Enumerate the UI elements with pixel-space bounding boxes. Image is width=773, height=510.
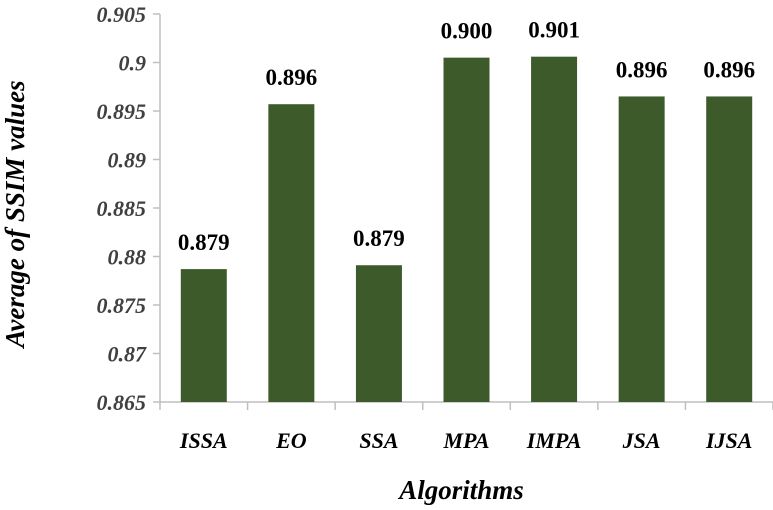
y-tick-label: 0.895 xyxy=(97,99,147,124)
data-label-jsa: 0.896 xyxy=(616,57,668,82)
bar-issa xyxy=(180,269,227,402)
category-label-impa: IMPA xyxy=(526,428,582,453)
y-axis-tick-labels: 0.865 0.87 0.875 0.88 0.885 0.89 0.895 0.9 0.905 xyxy=(97,2,160,415)
bar-ssa xyxy=(355,265,402,402)
data-label-eo: 0.896 xyxy=(265,65,317,90)
category-label-jsa: JSA xyxy=(622,428,661,453)
category-label-mpa: MPA xyxy=(442,428,489,453)
category-label-issa: ISSA xyxy=(179,428,228,453)
bar-jsa xyxy=(618,96,665,402)
y-tick-label: 0.905 xyxy=(97,2,147,27)
bars xyxy=(180,56,753,403)
y-tick-label: 0.885 xyxy=(97,196,147,221)
data-label-issa: 0.879 xyxy=(178,230,230,255)
category-label-ijsa: IJSA xyxy=(705,428,752,453)
data-label-impa: 0.901 xyxy=(528,18,580,43)
x-axis-tick-marks xyxy=(159,402,773,410)
bar-eo xyxy=(268,104,315,403)
category-label-eo: EO xyxy=(275,428,307,453)
y-tick-label: 0.88 xyxy=(108,245,147,270)
data-label-ijsa: 0.896 xyxy=(703,57,755,82)
y-tick-label: 0.875 xyxy=(97,293,147,318)
x-axis-title: Algorithms xyxy=(397,475,524,505)
y-tick-label: 0.89 xyxy=(108,148,147,173)
y-tick-label: 0.87 xyxy=(108,342,148,367)
data-label-mpa: 0.900 xyxy=(441,19,493,44)
y-tick-label: 0.865 xyxy=(97,390,147,415)
data-label-ssa: 0.879 xyxy=(353,226,405,251)
bar-impa xyxy=(531,56,578,403)
bar-ijsa xyxy=(706,96,753,402)
y-axis-title: Average of SSIM values xyxy=(0,80,30,349)
data-labels: 0.879 0.896 0.879 0.900 0.901 0.896 0.896 xyxy=(178,18,755,255)
y-tick-label: 0.9 xyxy=(119,51,147,76)
category-labels: ISSA EO SSA MPA IMPA JSA IJSA xyxy=(179,428,753,453)
category-label-ssa: SSA xyxy=(359,428,398,453)
bar-mpa xyxy=(443,57,490,403)
